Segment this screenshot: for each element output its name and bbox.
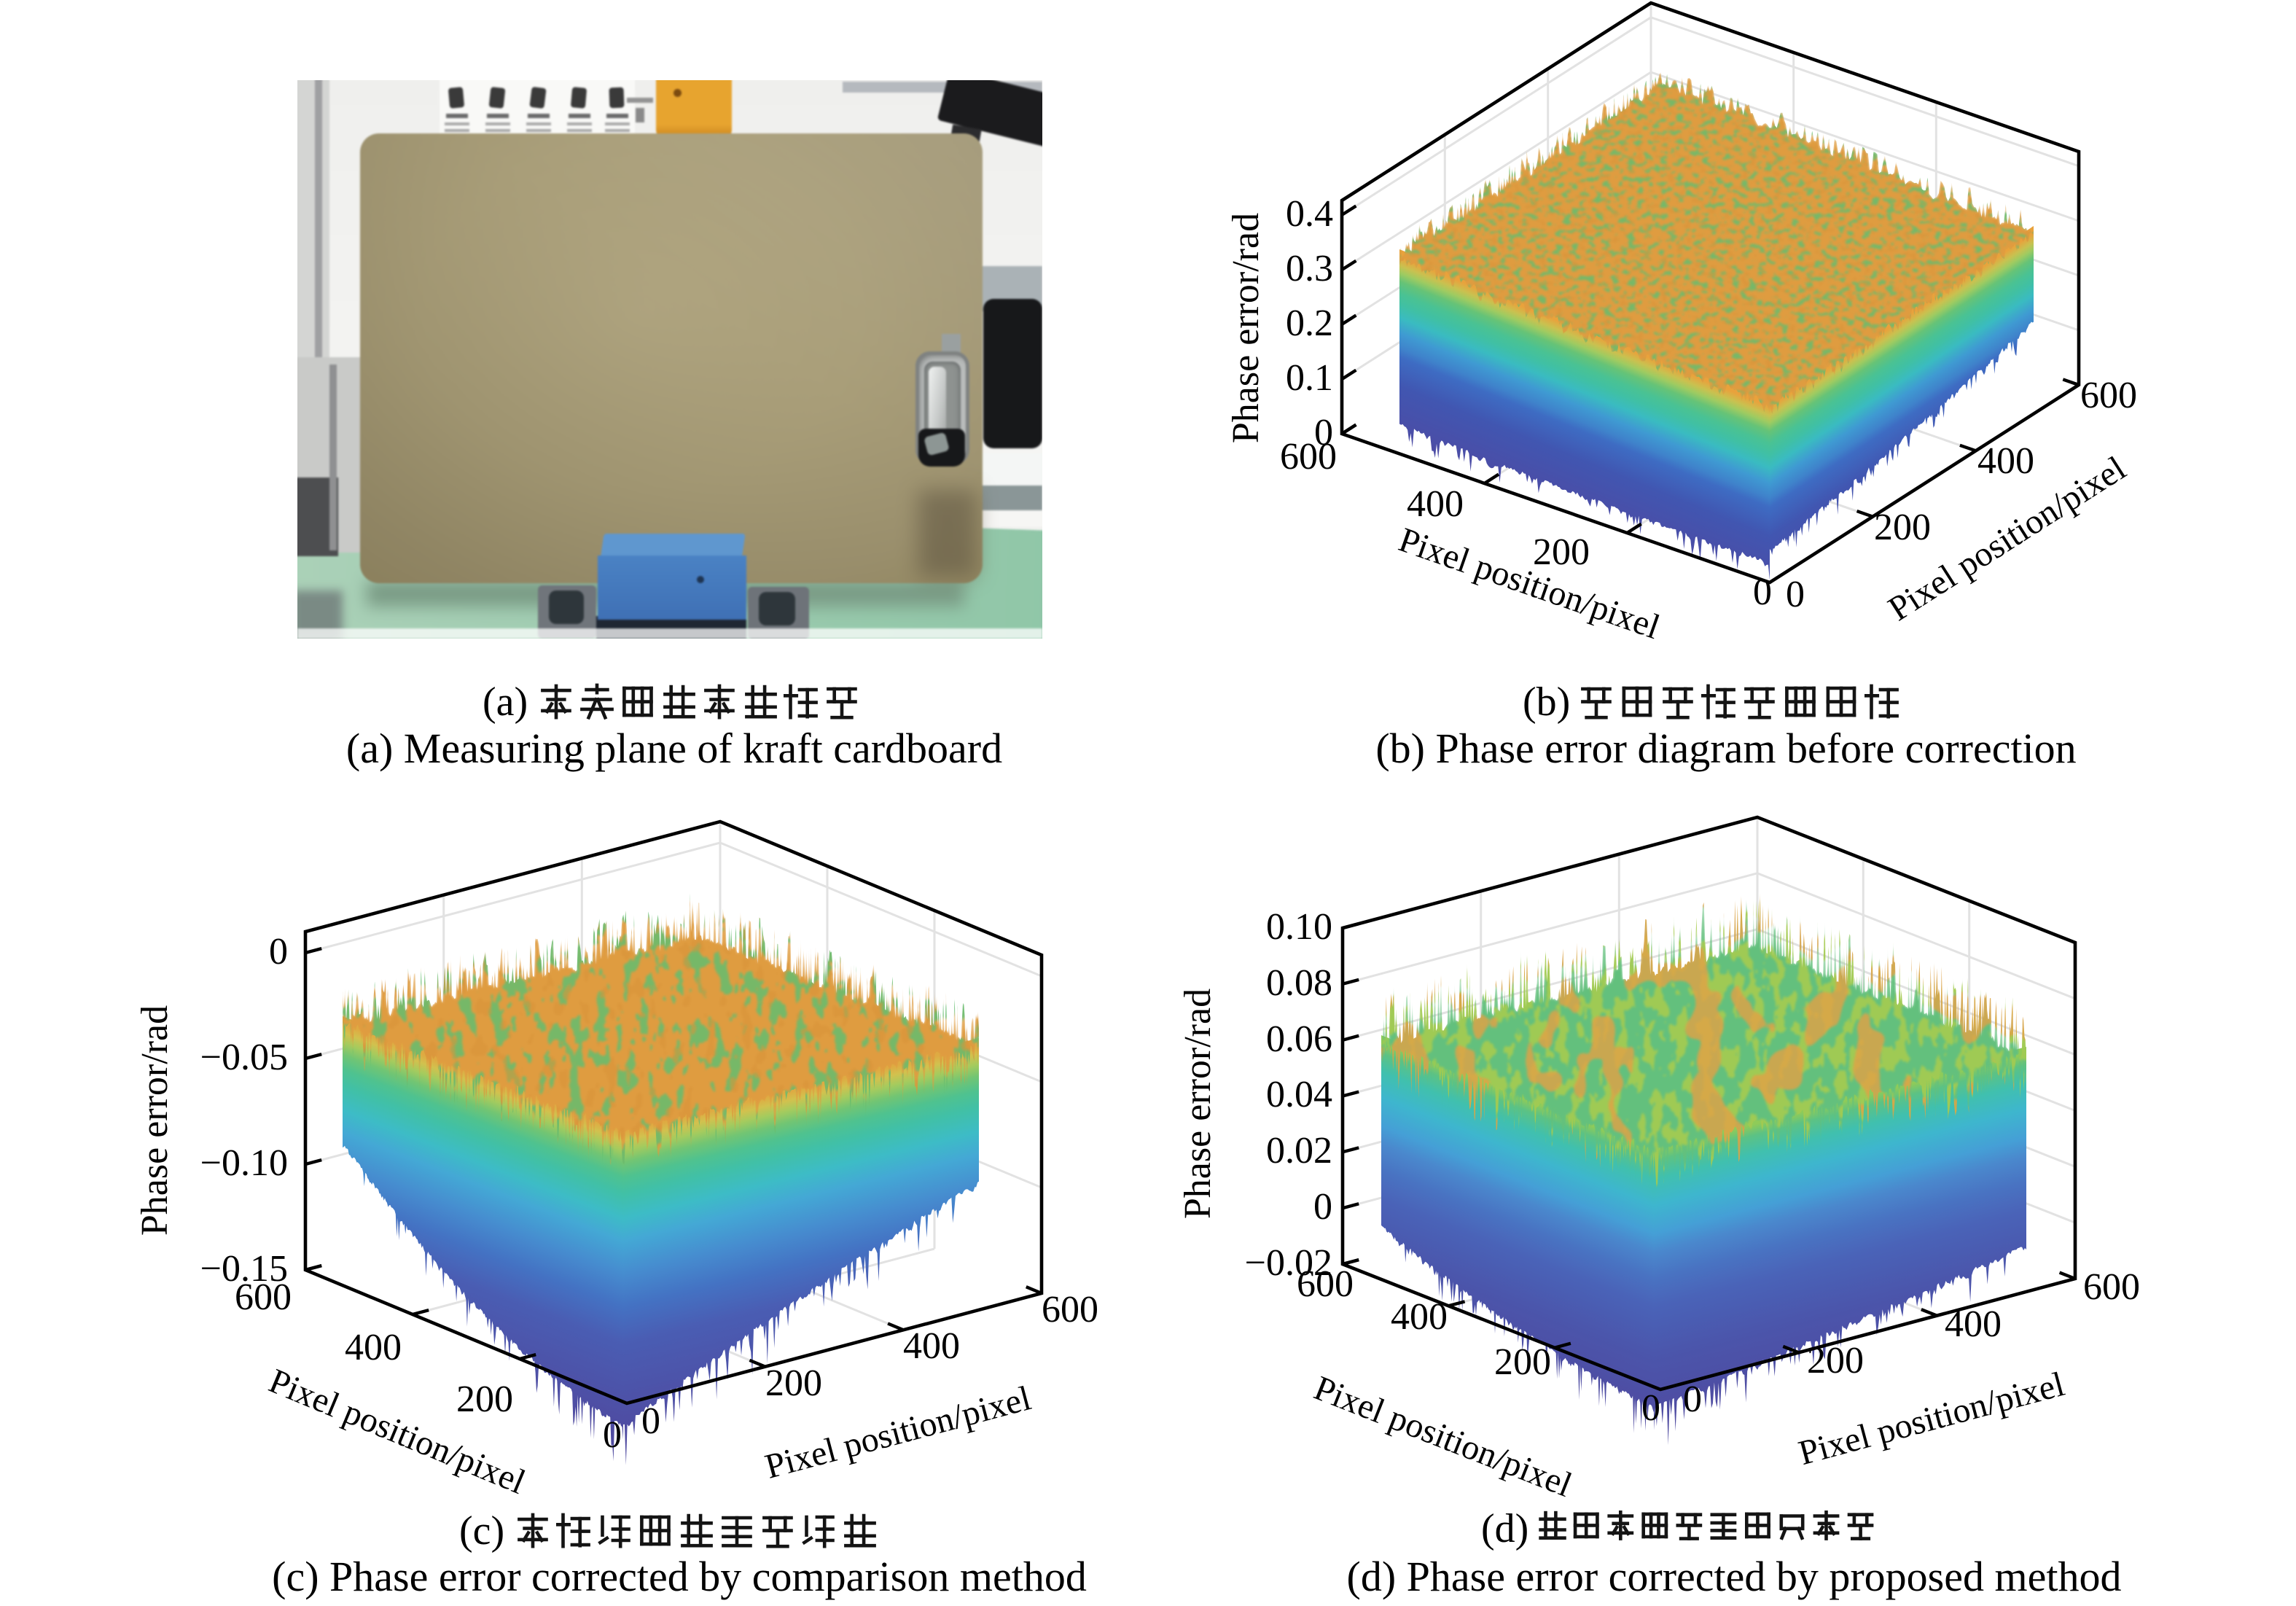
- svg-text:−0.05: −0.05: [200, 1037, 288, 1078]
- svg-text:400: 400: [1391, 1296, 1448, 1338]
- svg-text:0: 0: [1314, 412, 1333, 453]
- svg-text:0: 0: [1753, 572, 1772, 613]
- svg-text:−0.15: −0.15: [200, 1248, 288, 1290]
- svg-text:−0.10: −0.10: [200, 1142, 288, 1184]
- svg-text:400: 400: [903, 1325, 960, 1367]
- svg-text:0.2: 0.2: [1286, 303, 1333, 344]
- svg-text:400: 400: [1407, 483, 1464, 525]
- svg-text:Phase error/rad: Phase error/rad: [134, 1005, 176, 1236]
- svg-text:600: 600: [1042, 1289, 1098, 1330]
- svg-text:0: 0: [1683, 1379, 1702, 1420]
- svg-text:(a) Measuring plane of kraft c: (a) Measuring plane of kraft cardboard: [346, 725, 1002, 772]
- svg-text:(a): (a): [483, 679, 528, 725]
- svg-text:600: 600: [235, 1276, 292, 1318]
- svg-text:0: 0: [641, 1400, 660, 1442]
- svg-text:0.04: 0.04: [1266, 1074, 1332, 1115]
- svg-text:0.02: 0.02: [1266, 1130, 1332, 1172]
- svg-text:(b) Phase error diagram before: (b) Phase error diagram before correctio…: [1375, 725, 2076, 772]
- svg-text:200: 200: [1807, 1340, 1864, 1381]
- svg-text:200: 200: [765, 1363, 822, 1404]
- svg-text:600: 600: [2080, 375, 2137, 416]
- svg-text:0: 0: [269, 931, 288, 972]
- svg-text:600: 600: [1280, 436, 1337, 477]
- svg-text:0.1: 0.1: [1286, 357, 1333, 399]
- svg-text:Phase error/rad: Phase error/rad: [1225, 213, 1267, 443]
- svg-text:−0.02: −0.02: [1245, 1242, 1332, 1284]
- svg-text:200: 200: [456, 1379, 513, 1420]
- svg-text:(b): (b): [1523, 679, 1570, 725]
- svg-text:Phase error/rad: Phase error/rad: [1177, 989, 1219, 1219]
- svg-text:(c): (c): [459, 1508, 504, 1554]
- svg-text:600: 600: [1297, 1263, 1354, 1305]
- svg-text:200: 200: [1494, 1341, 1551, 1383]
- svg-text:(d) Phase error corrected by p: (d) Phase error corrected by proposed me…: [1347, 1553, 2122, 1600]
- svg-text:400: 400: [1945, 1303, 2002, 1345]
- svg-text:0.06: 0.06: [1266, 1018, 1332, 1060]
- svg-text:0: 0: [603, 1414, 622, 1456]
- svg-text:0: 0: [1313, 1186, 1332, 1228]
- svg-text:200: 200: [1533, 531, 1590, 573]
- svg-text:400: 400: [1977, 440, 2034, 482]
- svg-text:0.10: 0.10: [1266, 906, 1332, 948]
- svg-text:0: 0: [1786, 574, 1805, 615]
- svg-text:400: 400: [345, 1327, 402, 1368]
- svg-text:Pixel position/pixel: Pixel position/pixel: [1309, 1368, 1577, 1505]
- svg-text:0.4: 0.4: [1286, 193, 1333, 235]
- svg-text:(c) Phase error corrected by c: (c) Phase error corrected by comparison …: [272, 1553, 1087, 1600]
- svg-text:200: 200: [1874, 507, 1931, 548]
- svg-text:0.3: 0.3: [1286, 248, 1333, 289]
- svg-text:0: 0: [1641, 1387, 1660, 1429]
- svg-text:600: 600: [2083, 1266, 2140, 1308]
- svg-text:Pixel position/pixel: Pixel position/pixel: [1394, 521, 1664, 647]
- svg-text:(d): (d): [1481, 1506, 1528, 1551]
- svg-text:0.08: 0.08: [1266, 962, 1332, 1004]
